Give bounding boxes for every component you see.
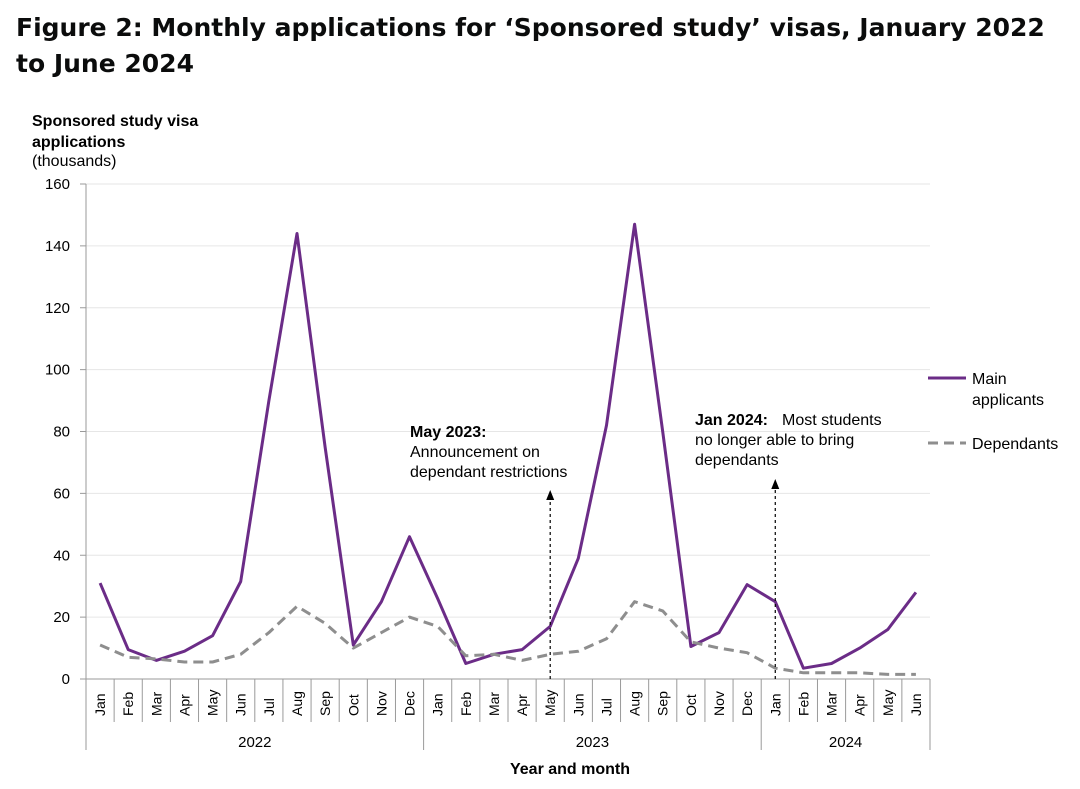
y-tick-labels: 0 20 40 60 80 100 120 140 160 xyxy=(45,176,70,688)
annotation-may2023-line2: dependant restrictions xyxy=(410,464,567,481)
annotation-arrowhead-may2023 xyxy=(546,490,555,500)
x-tick-label-17: Jun xyxy=(570,693,586,716)
x-tick-label-12: Jan xyxy=(430,693,446,716)
legend-dependants-label: Dependants xyxy=(972,436,1058,453)
x-tick-label-10: Nov xyxy=(373,691,389,716)
y-tick-label-40: 40 xyxy=(53,547,70,564)
annotation-may2023-bold: May 2023: xyxy=(410,424,487,441)
y-axis-label-line2: applications xyxy=(32,134,125,151)
x-tick-label-20: Sep xyxy=(655,691,671,716)
x-tick-label-13: Feb xyxy=(458,692,474,716)
y-tick-label-140: 140 xyxy=(45,238,70,255)
annotation-jan2024-line1: Most students xyxy=(782,412,882,429)
annotation-jan2024-line2: no longer able to bring xyxy=(695,432,854,449)
legend: Main applicants Dependants xyxy=(928,371,1058,453)
x-tick-label-29: Jun xyxy=(908,693,924,716)
x-tick-label-25: Feb xyxy=(795,692,811,716)
x-tick-label-23: Dec xyxy=(739,691,755,716)
year-label-2023: 2023 xyxy=(576,734,609,751)
x-axis-label: Year and month xyxy=(510,761,630,778)
x-tick-label-16: May xyxy=(542,690,558,716)
x-tick-label-24: Jan xyxy=(767,693,783,716)
x-tick-label-26: Mar xyxy=(824,692,840,716)
y-tick-label-60: 60 xyxy=(53,485,70,502)
series-line-dependants xyxy=(99,600,916,676)
annotation-jan2024-bold: Jan 2024: xyxy=(695,412,768,429)
annotations: May 2023: Announcement on dependant restri… xyxy=(410,412,882,679)
x-tick-label-9: Oct xyxy=(345,694,361,716)
x-tick-label-15: Apr xyxy=(514,694,530,716)
annotation-jan2024-line3: dependants xyxy=(695,452,779,469)
x-tick-label-5: Jun xyxy=(233,693,249,716)
x-tick-label-21: Oct xyxy=(683,694,699,716)
legend-main-line1: Main xyxy=(972,371,1007,388)
x-tick-label-27: Apr xyxy=(852,694,868,716)
x-tick-label-28: May xyxy=(880,690,896,716)
x-tick-label-1: Feb xyxy=(120,692,136,716)
x-tick-label-8: Sep xyxy=(317,691,333,716)
y-tick-label-80: 80 xyxy=(53,424,70,441)
gridlines xyxy=(86,183,930,618)
x-tick-labels: Jan Feb Mar Apr May Jun Jul Aug Sep Oct Nov Dec Jan F… xyxy=(92,690,924,751)
x-tick-label-4: May xyxy=(205,690,221,716)
series-lines xyxy=(98,222,918,676)
y-axis-label-line1: Sponsored study visa xyxy=(32,113,198,130)
y-tick-label-0: 0 xyxy=(62,671,70,688)
x-tick-label-7: Aug xyxy=(289,691,305,716)
x-tick-label-18: Jul xyxy=(598,698,614,716)
figure-title: Figure 2: Monthly applications for ‘Spon… xyxy=(16,13,1045,78)
x-tick-label-3: Apr xyxy=(176,694,192,716)
series-line-main-applicants xyxy=(98,222,918,670)
y-tick-label-120: 120 xyxy=(45,300,70,317)
y-tick-label-100: 100 xyxy=(45,362,70,379)
legend-main-line2: applicants xyxy=(972,392,1044,409)
x-tick-label-11: Dec xyxy=(402,691,418,716)
y-tick-label-160: 160 xyxy=(45,176,70,193)
x-tick-label-22: Nov xyxy=(711,691,727,716)
y-tick-label-20: 20 xyxy=(53,609,70,626)
year-label-2024: 2024 xyxy=(829,734,862,751)
x-tick-label-2: Mar xyxy=(148,692,164,716)
x-tick-label-6: Jul xyxy=(261,698,277,716)
axes xyxy=(80,183,931,750)
year-label-2022: 2022 xyxy=(238,734,271,751)
annotation-may2023-line1: Announcement on xyxy=(410,444,540,461)
x-tick-label-14: Mar xyxy=(486,692,502,716)
annotation-arrowhead-jan2024 xyxy=(771,479,780,489)
x-tick-label-0: Jan xyxy=(92,693,108,716)
y-axis-label-line3: (thousands) xyxy=(32,153,117,170)
x-tick-label-19: Aug xyxy=(627,691,643,716)
